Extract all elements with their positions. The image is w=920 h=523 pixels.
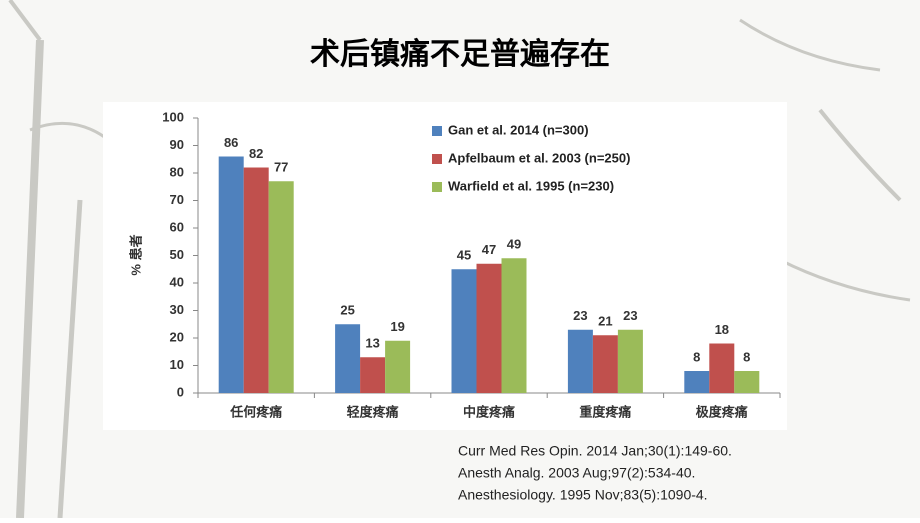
y-tick-label: 60 (170, 219, 184, 234)
value-label: 23 (573, 308, 587, 323)
bar (734, 371, 760, 393)
y-tick-label: 50 (170, 247, 184, 262)
value-label: 19 (390, 319, 404, 334)
value-label: 82 (249, 146, 263, 161)
bar (268, 181, 294, 393)
y-tick-label: 90 (170, 137, 184, 152)
bar (684, 371, 710, 393)
y-tick-label: 70 (170, 192, 184, 207)
bar (501, 258, 527, 393)
value-label: 13 (365, 336, 379, 351)
y-axis-label: % 患者 (128, 234, 143, 275)
legend-swatch (432, 154, 442, 164)
value-label: 25 (340, 303, 354, 318)
x-tick-label: 中度疼痛 (463, 404, 515, 419)
legend-label: Apfelbaum et al. 2003 (n=250) (448, 150, 630, 165)
value-label: 8 (743, 349, 750, 364)
bamboo-decoration (8, 0, 911, 519)
bar (709, 343, 735, 393)
x-tick-label: 重度疼痛 (579, 404, 631, 419)
y-tick-label: 0 (177, 384, 184, 399)
value-label: 23 (623, 308, 637, 323)
x-tick-label: 任何疼痛 (229, 404, 282, 419)
y-tick-label: 80 (170, 164, 184, 179)
bar (218, 156, 244, 393)
legend-swatch (432, 182, 442, 192)
legend-swatch (432, 126, 442, 136)
reference: Anesthesiology. 1995 Nov;83(5):1090-4. (458, 487, 708, 503)
bar (567, 329, 593, 393)
bar (385, 340, 411, 393)
bar (451, 269, 477, 393)
y-tick-label: 30 (170, 302, 184, 317)
x-tick-label: 极度疼痛 (696, 404, 748, 419)
y-tick-label: 40 (170, 274, 184, 289)
bar (617, 329, 643, 393)
value-label: 45 (457, 248, 471, 263)
value-label: 49 (507, 237, 521, 252)
bar (243, 167, 269, 393)
y-tick-label: 100 (162, 109, 184, 124)
y-tick-label: 10 (170, 357, 184, 372)
bar (592, 335, 618, 393)
legend-label: Warfield et al. 1995 (n=230) (448, 178, 614, 193)
value-label: 77 (274, 160, 288, 175)
value-label: 8 (693, 349, 700, 364)
reference: Anesth Analg. 2003 Aug;97(2):534-40. (458, 465, 695, 481)
bar (360, 357, 386, 393)
slide-title: 术后镇痛不足普遍存在 (310, 37, 610, 71)
legend-label: Gan et al. 2014 (n=300) (448, 122, 589, 137)
bar (476, 263, 502, 393)
value-label: 21 (598, 314, 612, 329)
value-label: 86 (224, 135, 238, 150)
reference: Curr Med Res Opin. 2014 Jan;30(1):149-60… (458, 443, 732, 459)
value-label: 18 (715, 322, 729, 337)
x-tick-label: 轻度疼痛 (347, 404, 399, 419)
bar (335, 324, 361, 393)
y-tick-label: 20 (170, 329, 184, 344)
chart-panel (103, 102, 787, 430)
value-label: 47 (482, 242, 496, 257)
